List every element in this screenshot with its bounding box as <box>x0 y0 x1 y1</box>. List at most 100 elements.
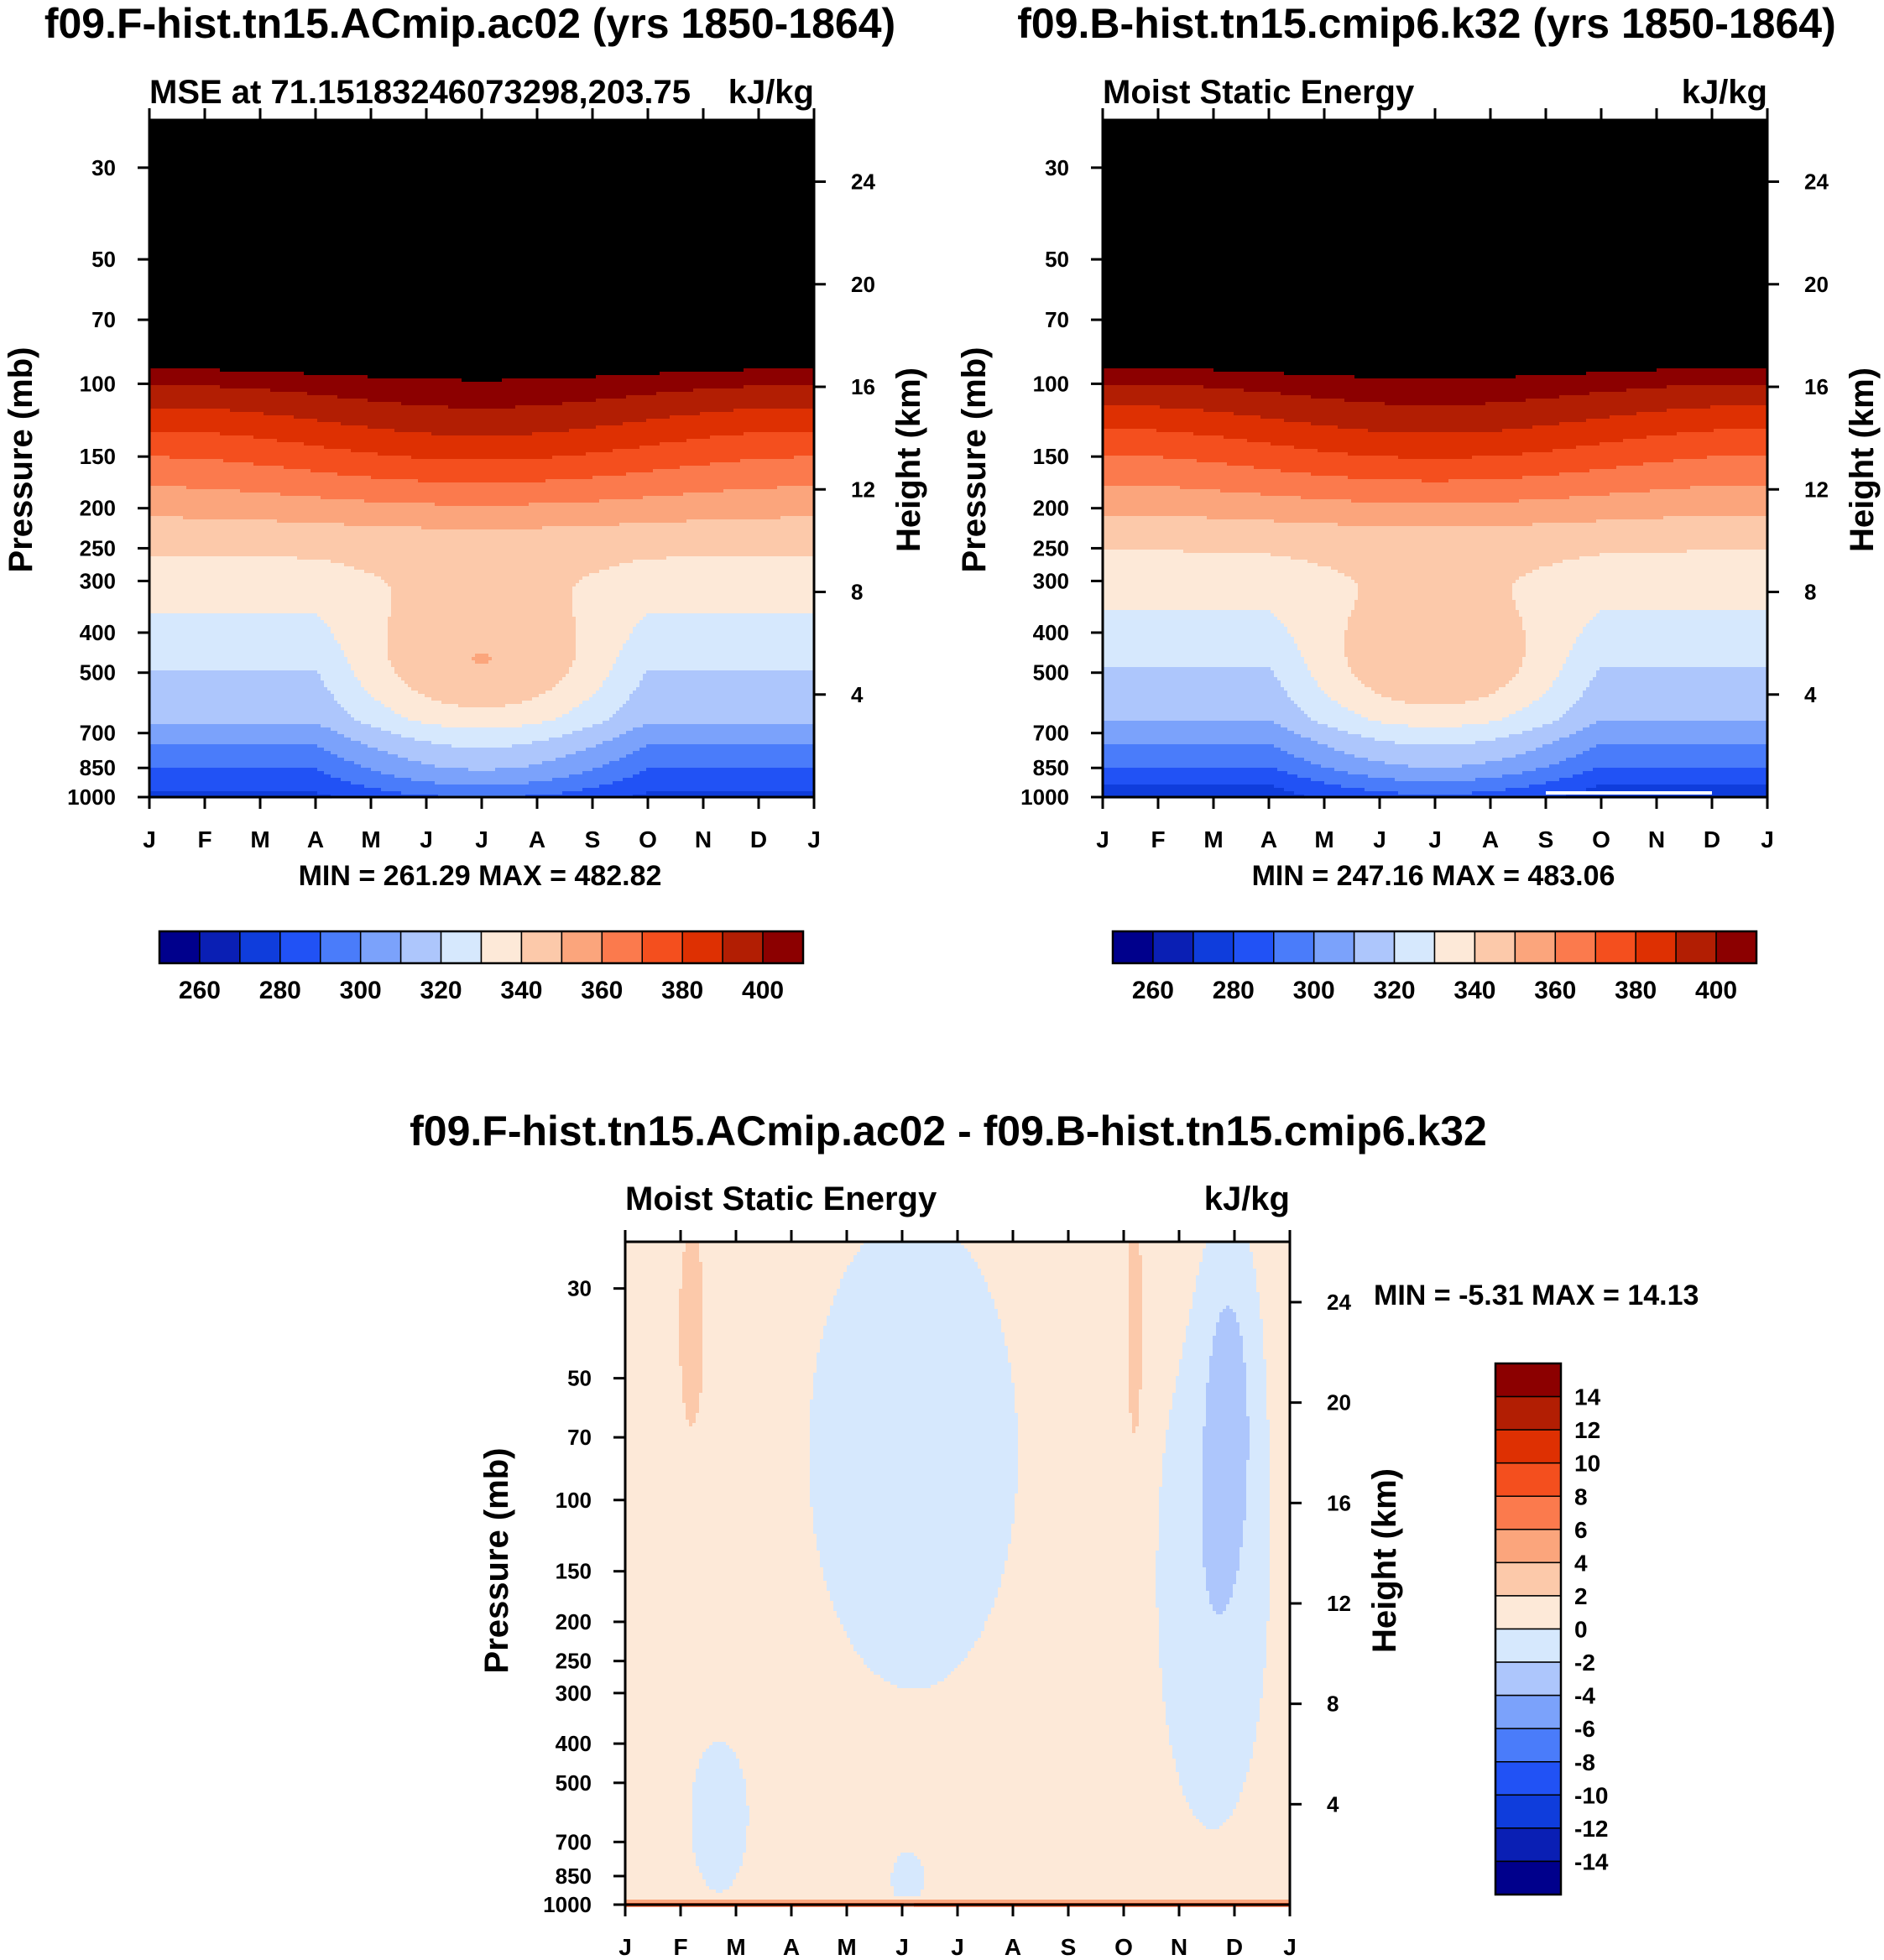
panel-2-x-tick-6: J <box>1428 826 1442 852</box>
panel-3-x-tick-10: N <box>1171 1934 1187 1960</box>
panel-3-y-axis-label-right: Height (km) <box>1366 1468 1403 1653</box>
panel-3-x-tick-11: D <box>1226 1934 1243 1960</box>
panel-3-x-tick-4: M <box>837 1934 856 1960</box>
panel-3-y-right-tick-3: 12 <box>1327 1591 1351 1616</box>
panel-2-x-tick-1: F <box>1151 826 1165 852</box>
panel-2-x-tick-11: D <box>1704 826 1720 852</box>
panel-1-colorbar-tick-6: 380 <box>661 977 703 1004</box>
panel-1-y-right-tick-1: 20 <box>851 272 875 297</box>
panel-3-subtitle-left: Moist Static Energy <box>625 1181 937 1217</box>
panel-2-colorbar-box-6 <box>1353 930 1396 964</box>
panel-3-x-tick-3: A <box>783 1934 800 1960</box>
panel-1-x-tick-3: A <box>307 826 324 852</box>
panel-2-colorbar-box-9 <box>1474 930 1516 964</box>
panel-3-y-tick-12: 1000 <box>543 1892 592 1917</box>
panel-1-colorbar-box-4 <box>320 930 362 964</box>
panel-3-colorbar-tick-13: -12 <box>1574 1816 1608 1842</box>
panel-2-x-tick-9: O <box>1592 826 1610 852</box>
panel-3-y-tick-7: 300 <box>556 1681 592 1706</box>
panel-2-colorbar-box-4 <box>1273 930 1315 964</box>
panel-2-y-axis-label-right: Height (km) <box>1844 368 1881 552</box>
panel-2-colorbar-box-0 <box>1112 930 1154 964</box>
panel-3-colorbar-tick-0: 14 <box>1574 1384 1601 1410</box>
panel-2-missing-strip <box>1546 791 1712 795</box>
panel-3-colorbar-tick-9: -4 <box>1574 1683 1595 1709</box>
panel-3-colorbar-tick-3: 8 <box>1574 1483 1588 1509</box>
panel-2-colorbar-tick-0: 260 <box>1132 977 1174 1004</box>
panel-3-colorbar-box-2 <box>1495 1429 1562 1464</box>
panel-3-x-tick-5: J <box>895 1934 909 1960</box>
panel-1-colorbar-tick-5: 360 <box>581 977 623 1004</box>
panel-1-x-tick-7: A <box>529 826 545 852</box>
panel-1-plot: J F M A M J J A S O N D J 30 50 70 100 150 200 250 300 400 500… <box>67 108 875 852</box>
panel-1-x-tick-10: N <box>695 826 712 852</box>
panel-3: f09.F-hist.tn15.ACmip.ac02 - f09.B-hist.… <box>410 1108 1699 1960</box>
panel-3-y-tick-3: 100 <box>556 1488 592 1513</box>
panel-3-x-tick-12: J <box>1283 1934 1297 1960</box>
panel-1-x-tick-8: S <box>585 826 601 852</box>
panel-2: f09.B-hist.tn15.cmip6.k32 (yrs 1850-1864… <box>956 0 1881 1004</box>
panel-1-colorbar-tick-4: 340 <box>500 977 542 1004</box>
panel-3-colorbar-box-0 <box>1495 1363 1562 1398</box>
panel-2-subtitle-right: kJ/kg <box>1682 74 1767 111</box>
panel-1-y-tick-5: 200 <box>80 496 116 521</box>
panel-1-y-right-tick-4: 8 <box>851 580 863 605</box>
panel-2-colorbar-box-7 <box>1393 930 1436 964</box>
panel-3-y-tick-6: 250 <box>556 1649 592 1674</box>
panel-2-colorbar-tick-2: 300 <box>1293 977 1335 1004</box>
panel-3-colorbar-box-13 <box>1495 1794 1562 1829</box>
panel-1-x-tick-6: J <box>475 826 488 852</box>
panel-2-colorbar-box-11 <box>1554 930 1596 964</box>
panel-2-y-tick-9: 500 <box>1033 660 1069 685</box>
panel-1-x-tick-9: O <box>639 826 657 852</box>
panel-1-y-tick-8: 400 <box>80 620 116 645</box>
panel-1-colorbar-tick-7: 400 <box>742 977 784 1004</box>
panel-3-x-tick-2: M <box>726 1934 745 1960</box>
panel-2-x-tick-4: M <box>1314 826 1333 852</box>
panel-3-x-tick-1: F <box>673 1934 687 1960</box>
panel-1-colorbar-box-15 <box>762 930 804 964</box>
panel-2-x-tick-3: A <box>1260 826 1277 852</box>
panel-1-x-tick-5: J <box>420 826 433 852</box>
panel-3-colorbar-tick-12: -10 <box>1574 1782 1608 1808</box>
panel-1-colorbar: 260 280 300 320 340 360 380 400 <box>158 930 805 1004</box>
panel-1-colorbar-box-10 <box>561 930 603 964</box>
panel-1-y-tick-3: 100 <box>80 371 116 396</box>
panel-3-y-tick-9: 500 <box>556 1770 592 1796</box>
panel-2-colorbar-box-2 <box>1193 930 1234 964</box>
panel-2-y-tick-4: 150 <box>1033 444 1069 469</box>
panel-2-colorbar-tick-4: 340 <box>1453 977 1495 1004</box>
panel-2-x-tick-10: N <box>1648 826 1665 852</box>
panel-1-x-tick-0: J <box>143 826 156 852</box>
panel-3-y-right-tick-5: 4 <box>1327 1791 1339 1817</box>
panel-3-x-tick-6: J <box>951 1934 964 1960</box>
panel-3-colorbar-box-15 <box>1495 1860 1562 1895</box>
panel-2-y-axis-label: Pressure (mb) <box>956 347 993 573</box>
panel-1-subtitle-right: kJ/kg <box>728 74 814 111</box>
panel-2-y-tick-10: 700 <box>1033 721 1069 746</box>
panel-3-y-right-tick-1: 20 <box>1327 1390 1351 1415</box>
panel-3-colorbar-tick-1: 12 <box>1574 1417 1600 1443</box>
panel-1-y-tick-12: 1000 <box>67 785 116 810</box>
panel-2-contour-field <box>1103 120 1768 799</box>
panel-3-colorbar-box-11 <box>1495 1728 1562 1763</box>
panel-1-colorbar-box-9 <box>520 930 563 964</box>
panel-2-colorbar-tick-5: 360 <box>1534 977 1576 1004</box>
panel-2-x-tick-5: J <box>1373 826 1386 852</box>
panel-3-colorbar-box-5 <box>1495 1529 1562 1564</box>
panel-3-x-tick-0: J <box>618 1934 632 1960</box>
panel-3-y-right-tick-4: 8 <box>1327 1692 1339 1717</box>
panel-1-colorbar-box-12 <box>641 930 683 964</box>
panel-3-colorbar: 14 12 10 8 6 4 2 0 -2 -4 -6 -8 -10 -12 -14 <box>1494 1362 1609 1896</box>
panel-2-y-tick-12: 1000 <box>1020 785 1069 810</box>
panel-2-x-tick-8: S <box>1538 826 1554 852</box>
panel-3-colorbar-box-4 <box>1495 1495 1562 1530</box>
panel-2-colorbar-box-5 <box>1313 930 1355 964</box>
panel-2-y-right-tick-3: 12 <box>1804 477 1829 502</box>
panel-2-stats: MIN = 247.16 MAX = 483.06 <box>1252 860 1615 892</box>
panel-3-y-right-tick-2: 16 <box>1327 1490 1351 1515</box>
panel-1-colorbar-box-0 <box>159 930 201 964</box>
panel-1-y-axis-label: Pressure (mb) <box>3 347 39 573</box>
panel-1-colorbar-tick-3: 320 <box>420 977 462 1004</box>
